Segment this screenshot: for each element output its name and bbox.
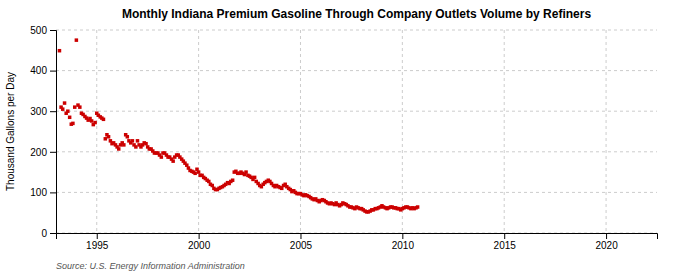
y-tick: 500 bbox=[30, 25, 56, 36]
point bbox=[193, 172, 197, 176]
point bbox=[126, 135, 130, 139]
x-tick: 2015 bbox=[494, 233, 517, 251]
point bbox=[171, 159, 175, 163]
y-tick-mark bbox=[50, 192, 56, 193]
point bbox=[75, 38, 79, 42]
y-axis-title: Thousand Gallons per Day bbox=[5, 72, 16, 191]
x-tick: 2000 bbox=[188, 233, 211, 251]
x-tick: 1995 bbox=[86, 233, 109, 251]
x-tick-mark bbox=[97, 233, 98, 239]
point bbox=[117, 147, 121, 151]
point bbox=[73, 105, 77, 109]
grid-line bbox=[56, 70, 657, 71]
point bbox=[416, 205, 420, 209]
point bbox=[253, 176, 257, 180]
point bbox=[90, 119, 94, 123]
x-tick-label: 1995 bbox=[86, 240, 109, 251]
x-tick-mark bbox=[300, 233, 301, 239]
x-axis: 1995 2000 2005 2010 2015 2020 bbox=[57, 233, 658, 251]
point bbox=[107, 135, 111, 139]
x-tick: 2010 bbox=[392, 233, 415, 251]
title: Monthly Indiana Premium Gasoline Through… bbox=[122, 7, 591, 21]
point bbox=[93, 121, 97, 125]
grid-line bbox=[96, 30, 97, 233]
y-tick-label: 400 bbox=[30, 65, 47, 76]
x-tick-label: 2000 bbox=[188, 240, 211, 251]
grid-line bbox=[56, 111, 657, 112]
point bbox=[131, 139, 135, 143]
y-tick-mark bbox=[50, 111, 56, 112]
x-tick-label: 2005 bbox=[290, 240, 313, 251]
x-tick-mark bbox=[402, 233, 403, 239]
y-axis-line bbox=[50, 31, 57, 234]
y-tick-mark bbox=[50, 71, 56, 72]
point bbox=[104, 137, 108, 141]
x-tick: 2005 bbox=[290, 233, 313, 251]
x-tick-mark bbox=[504, 233, 505, 239]
point bbox=[66, 109, 70, 113]
grid-line bbox=[606, 30, 607, 233]
y-axis: 0 100 200 300 400 500 bbox=[30, 25, 56, 239]
point bbox=[63, 101, 67, 105]
y-tick: 100 bbox=[30, 187, 56, 198]
point bbox=[144, 142, 148, 146]
point bbox=[231, 178, 235, 182]
points bbox=[58, 38, 420, 213]
y-tick-label: 100 bbox=[30, 187, 47, 198]
point bbox=[102, 118, 106, 122]
point bbox=[68, 116, 72, 120]
point bbox=[134, 145, 138, 149]
y-tick: 400 bbox=[30, 65, 56, 76]
y-tick-label: 0 bbox=[41, 228, 47, 239]
chart: 1995 2000 2005 2010 2015 2020 0 100 200 300 400 500… bbox=[0, 0, 675, 275]
x-tick-mark bbox=[606, 233, 607, 239]
annotation: Source: U.S. Energy Information Administ… bbox=[56, 261, 245, 271]
y-tick: 300 bbox=[30, 106, 56, 117]
grid-line bbox=[56, 192, 657, 193]
point bbox=[244, 170, 248, 174]
point bbox=[78, 105, 82, 109]
y-tick: 0 bbox=[41, 228, 56, 239]
point bbox=[122, 143, 126, 147]
grid-line bbox=[504, 30, 505, 233]
y-tick-mark bbox=[50, 152, 56, 153]
y-tick-mark bbox=[50, 233, 56, 234]
point bbox=[58, 49, 62, 53]
x-tick-label: 2015 bbox=[494, 240, 517, 251]
y-tick-label: 200 bbox=[30, 147, 47, 158]
y-tick: 200 bbox=[30, 147, 56, 158]
point bbox=[160, 155, 164, 159]
y-tick-label: 300 bbox=[30, 106, 47, 117]
x-tick: 2020 bbox=[595, 233, 618, 251]
grid-line bbox=[56, 30, 657, 31]
grid-line bbox=[56, 151, 657, 152]
grid-line bbox=[198, 30, 199, 233]
point bbox=[197, 170, 201, 174]
point bbox=[61, 107, 65, 111]
y-tick-mark bbox=[50, 30, 56, 31]
point bbox=[136, 139, 140, 143]
x-tick-label: 2010 bbox=[392, 240, 415, 251]
y-tick-label: 500 bbox=[30, 25, 47, 36]
x-axis-line bbox=[57, 234, 658, 240]
x-tick-label: 2020 bbox=[595, 240, 618, 251]
grid-line bbox=[300, 30, 301, 233]
x-tick-mark bbox=[199, 233, 200, 239]
point bbox=[71, 122, 75, 126]
plot-area: 1995 2000 2005 2010 2015 2020 0 100 200 300 400 500 bbox=[30, 25, 657, 251]
grid bbox=[56, 30, 657, 233]
grid-line bbox=[402, 30, 403, 233]
